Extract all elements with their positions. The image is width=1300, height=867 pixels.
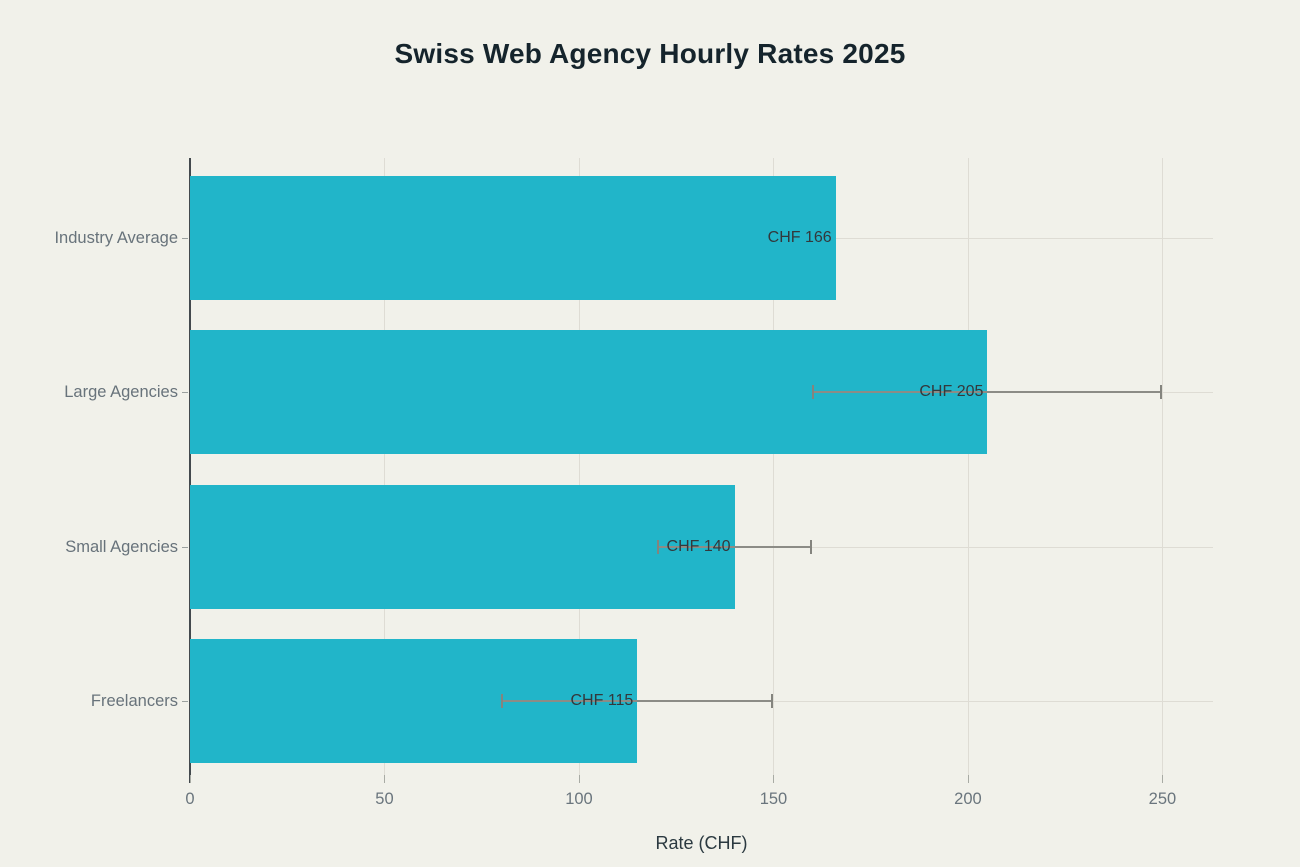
plot-area: CHF 166 CHF 205 CHF 140 CHF 115 bbox=[190, 158, 1213, 775]
error-bar-cap-low bbox=[501, 693, 504, 708]
x-tick-mark bbox=[967, 775, 969, 783]
x-tick-label: 50 bbox=[375, 790, 394, 808]
y-tick-mark bbox=[182, 700, 188, 702]
y-category-label: Large Agencies bbox=[64, 383, 178, 402]
y-axis-line bbox=[189, 158, 191, 783]
error-bar-cap-high bbox=[1160, 385, 1163, 400]
x-tick-mark bbox=[190, 775, 191, 783]
bar-value-label: CHF 140 bbox=[666, 537, 731, 555]
bar-small-agencies bbox=[190, 484, 735, 609]
y-category-label: Small Agencies bbox=[65, 537, 178, 556]
chart-title: Swiss Web Agency Hourly Rates 2025 bbox=[394, 38, 906, 69]
x-axis-title: Rate (CHF) bbox=[655, 833, 748, 853]
bar-value-label: CHF 115 bbox=[570, 691, 634, 709]
x-tick-label: 250 bbox=[1148, 790, 1177, 808]
y-tick-mark bbox=[182, 392, 188, 394]
error-bar-cap-high bbox=[810, 539, 813, 554]
error-bar-line bbox=[812, 391, 1163, 394]
error-bar-cap-low bbox=[656, 539, 659, 554]
x-tick-label: 0 bbox=[185, 790, 195, 808]
x-tick-mark bbox=[578, 775, 580, 783]
y-category-label: Freelancers bbox=[90, 691, 178, 710]
x-tick-label: 200 bbox=[954, 790, 982, 808]
error-bar-cap-low bbox=[812, 385, 815, 400]
error-bar-line bbox=[656, 545, 813, 548]
bar-value-label: CHF 205 bbox=[919, 383, 984, 401]
x-gridline bbox=[1162, 158, 1164, 775]
x-tick-label: 150 bbox=[759, 790, 788, 808]
x-tick-mark bbox=[384, 775, 386, 783]
y-tick-mark bbox=[182, 238, 188, 240]
x-gridline bbox=[578, 158, 580, 775]
y-tick-mark bbox=[182, 546, 188, 548]
x-gridline bbox=[773, 158, 775, 775]
x-gridline bbox=[384, 158, 386, 775]
bar-industry-average bbox=[190, 176, 836, 301]
y-category-label: Industry Average bbox=[54, 229, 178, 248]
x-tick-label: 100 bbox=[565, 790, 593, 808]
x-gridline bbox=[967, 158, 969, 775]
x-tick-mark bbox=[1162, 775, 1164, 783]
error-bar-cap-high bbox=[771, 693, 774, 708]
bar-value-label: CHF 166 bbox=[767, 229, 832, 247]
x-tick-mark bbox=[773, 775, 775, 783]
error-bar-line bbox=[501, 699, 774, 702]
